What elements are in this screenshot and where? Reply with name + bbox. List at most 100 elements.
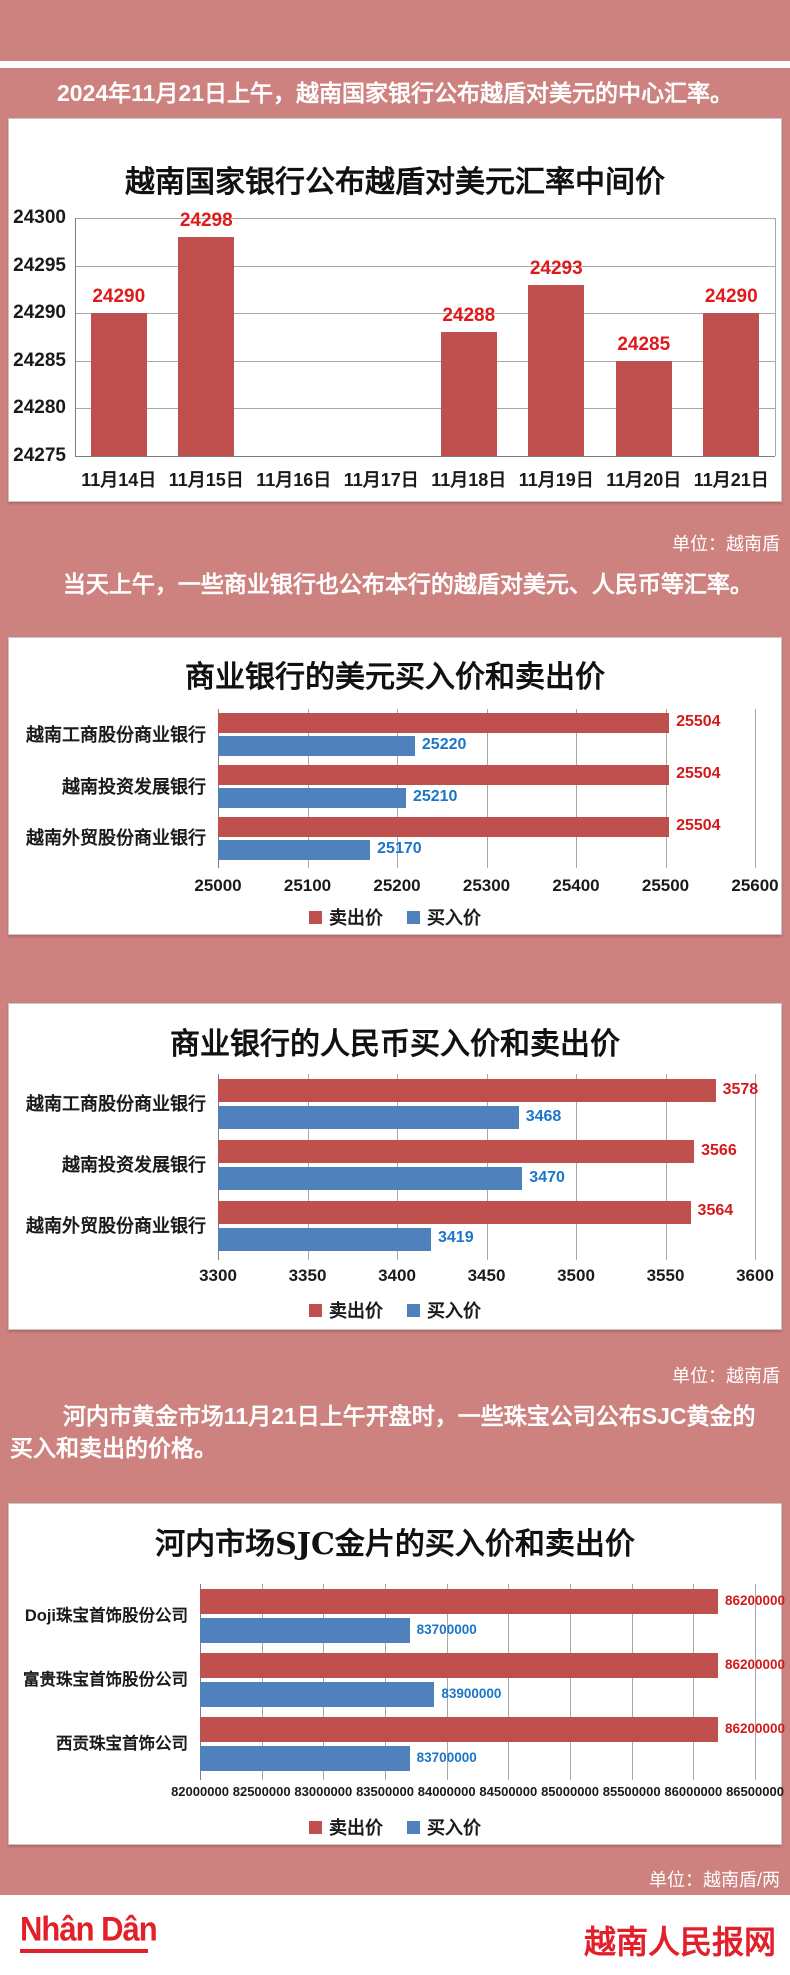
- gridline: [75, 218, 775, 219]
- y-axis-tick-label: 24295: [13, 254, 66, 276]
- bar-buy: [200, 1618, 410, 1643]
- bar-buy: [200, 1746, 410, 1771]
- bar-value-label: 24288: [442, 305, 496, 327]
- bar-value-label: 24298: [179, 210, 233, 232]
- x-axis-tick-label: 11月21日: [693, 470, 769, 490]
- gridline: [75, 456, 775, 457]
- gridline: [755, 1584, 756, 1780]
- x-axis-tick-label: 3550: [646, 1266, 685, 1285]
- bar-value-label: 83700000: [416, 1750, 477, 1766]
- x-axis-tick-label: 25000: [194, 876, 242, 895]
- legend-item: 买入价: [407, 1297, 481, 1323]
- bar-sell: [200, 1653, 718, 1678]
- gridline: [693, 1584, 695, 1780]
- bar-buy: [218, 1106, 519, 1130]
- bar: [178, 237, 235, 456]
- category-label: 西贡珠宝首饰公司: [56, 1735, 188, 1753]
- gridline: [631, 1584, 633, 1780]
- x-axis-tick-label: 25400: [552, 876, 600, 895]
- legend-item: 卖出价: [309, 1297, 383, 1323]
- x-axis-tick-label: 82500000: [232, 1784, 291, 1799]
- x-axis-tick-label: 3400: [378, 1266, 416, 1285]
- gold-prices-bar-chart: 82000000 82500000 83000000 83500000 84000000…: [9, 1504, 785, 1844]
- bar: [440, 332, 497, 456]
- bar-value-label: 24290: [704, 286, 758, 308]
- bar-buy: [218, 788, 406, 808]
- legend-swatch: [407, 1820, 420, 1834]
- legend-label: 买入价: [427, 908, 481, 928]
- intro-paragraph-3: 河内市黄金市场11月21日上午开盘时，一些珠宝公司公布SJC黄金的买入和卖出的价…: [10, 1403, 756, 1461]
- legend-swatch: [407, 910, 420, 924]
- legend-swatch: [407, 1303, 420, 1317]
- gridline: [576, 1074, 577, 1260]
- x-axis-tick-label: 84500000: [479, 1784, 538, 1799]
- unit-note-1: 单位：越南盾: [672, 534, 780, 554]
- bar-value-label: 3419: [438, 1229, 474, 1247]
- legend-label: 买入价: [427, 1818, 481, 1838]
- usd-rates-bar-chart: 25000 25100 25200 25300 25400 25500 25600 越南工商股…: [9, 638, 781, 934]
- bar-sell: [200, 1589, 718, 1614]
- category-label: 越南外贸股份商业银行: [26, 1215, 206, 1236]
- bar-buy: [200, 1682, 435, 1707]
- bar-sell: [218, 765, 670, 785]
- x-axis-tick-label: 82000000: [171, 1784, 229, 1799]
- x-axis-tick-label: 3300: [199, 1266, 237, 1285]
- x-axis-tick-label: 86000000: [664, 1784, 723, 1799]
- unit-note-3: 单位：越南盾/两: [648, 1870, 780, 1890]
- x-axis-tick-label: 85000000: [541, 1784, 599, 1799]
- x-axis-tick-label: 83000000: [294, 1784, 353, 1799]
- y-axis-tick-label: 24285: [13, 349, 66, 371]
- intro-paragraph-1: 2024年11月21日上午，越南国家银行公布越盾对美元的中心汇率。: [56, 80, 734, 106]
- bar-value-label: 24285: [617, 333, 671, 355]
- legend-label: 买入价: [427, 1301, 481, 1321]
- category-label: 越南投资发展银行: [62, 776, 206, 797]
- divider-stripe: [0, 61, 790, 68]
- bar-value-label: 3566: [701, 1141, 737, 1159]
- x-axis-tick-label: 11月19日: [518, 470, 594, 490]
- gridline: [508, 1584, 510, 1780]
- legend-item: 买入价: [407, 1814, 481, 1840]
- legend-label: 卖出价: [329, 1818, 383, 1838]
- x-axis-tick-label: 11月18日: [431, 470, 507, 490]
- legend-label: 卖出价: [329, 1301, 383, 1321]
- bar-buy: [218, 736, 415, 757]
- chart-title-usd-rates: 商业银行的美元买入价和卖出价: [185, 660, 605, 695]
- x-axis-tick-label: 25200: [373, 876, 421, 895]
- chart-title-cny-rates: 商业银行的人民币买入价和卖出价: [170, 1027, 620, 1062]
- gridline: [75, 408, 775, 410]
- x-axis-tick-label: 25600: [731, 876, 779, 895]
- x-axis-tick-label: 3600: [736, 1266, 774, 1285]
- category-label: Doji珠宝首饰股份公司: [24, 1607, 188, 1625]
- x-axis-tick-label: 3450: [467, 1266, 506, 1285]
- bar-value-label: 3578: [722, 1080, 759, 1098]
- x-axis-tick-label: 86500000: [726, 1784, 784, 1799]
- x-axis-tick-label: 25100: [283, 876, 332, 895]
- gridline: [446, 1584, 448, 1780]
- bar-sell: [218, 1140, 695, 1163]
- bar-value-label: 3470: [529, 1168, 565, 1186]
- y-axis-line: [75, 218, 76, 456]
- legend-item: 买入价: [407, 904, 481, 930]
- chart-title-central-rate: 越南国家银行公布越盾对美元汇率中间价: [125, 165, 665, 200]
- y-axis-tick-label: 24280: [13, 397, 66, 419]
- x-axis-tick-label: 83500000: [356, 1784, 414, 1799]
- bar-value-label: 25504: [676, 816, 721, 834]
- x-axis-tick-label: 11月14日: [81, 470, 157, 490]
- footer: Nhân Dân 越南人民报网: [0, 1895, 790, 1975]
- bar-value-label: 3468: [525, 1107, 562, 1125]
- bar-value-label: 86200000: [725, 1593, 786, 1609]
- y-axis-tick-label: 24275: [13, 445, 66, 466]
- intro-paragraph-2: 当天上午，一些商业银行也公布本行的越盾对美元、人民币等汇率。: [62, 571, 753, 597]
- category-label: 越南工商股份商业银行: [26, 724, 206, 745]
- x-axis-tick-label: 3500: [557, 1266, 595, 1285]
- bar-sell: [218, 816, 670, 837]
- gridline: [75, 265, 775, 267]
- bar-sell: [218, 1079, 716, 1103]
- bar-value-label: 25504: [676, 713, 721, 731]
- category-label: 越南工商股份商业银行: [26, 1094, 206, 1115]
- legend-swatch: [309, 910, 322, 924]
- legend-item: 卖出价: [309, 904, 383, 930]
- x-axis-tick-label: 85500000: [602, 1784, 661, 1799]
- bar-value-label: 86200000: [725, 1721, 786, 1737]
- logo-text: Nhân Dân: [20, 1909, 158, 1949]
